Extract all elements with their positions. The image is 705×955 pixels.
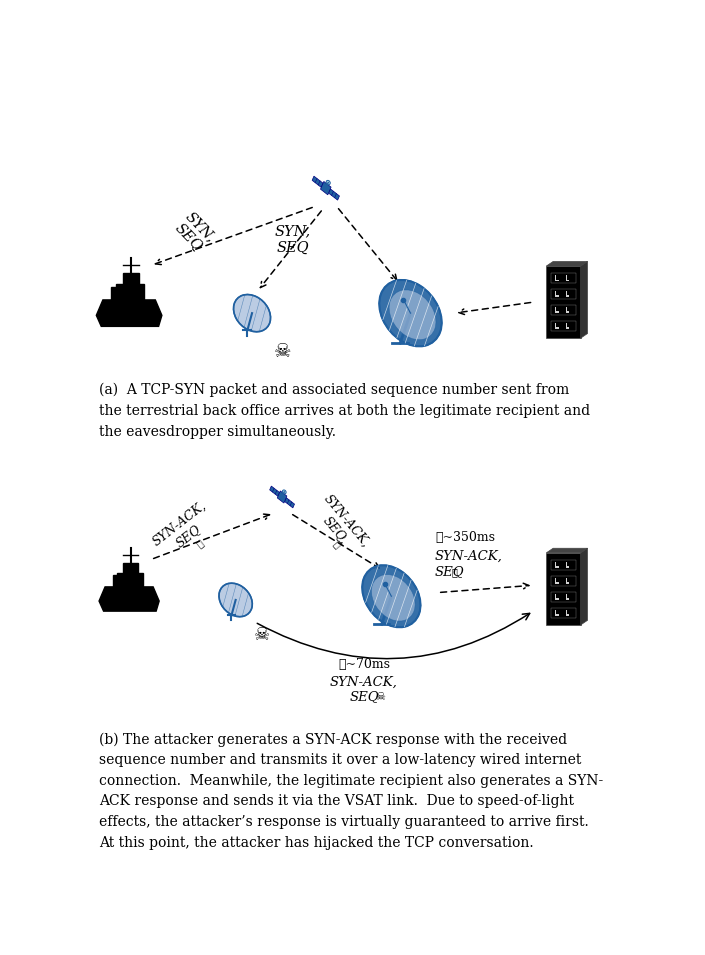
Polygon shape [551,607,577,618]
Polygon shape [556,578,559,584]
Text: (a)  A TCP-SYN packet and associated sequence number sent from
the terrestrial b: (a) A TCP-SYN packet and associated sequ… [99,383,590,438]
Polygon shape [123,273,139,285]
Polygon shape [329,189,339,201]
Text: ☠: ☠ [254,626,270,645]
Polygon shape [556,594,559,600]
Polygon shape [565,594,570,600]
Polygon shape [565,291,570,297]
Text: ⏱~70ms: ⏱~70ms [338,658,390,671]
Polygon shape [123,562,138,573]
Text: ☠: ☠ [376,692,386,702]
Polygon shape [556,275,559,282]
Polygon shape [565,307,570,313]
Polygon shape [565,609,570,616]
Polygon shape [116,285,144,300]
Polygon shape [565,323,570,329]
Ellipse shape [379,280,442,347]
Polygon shape [321,181,331,195]
Polygon shape [581,262,587,338]
Text: SYN-ACK,
SEQ: SYN-ACK, SEQ [150,499,218,561]
Polygon shape [551,305,577,315]
Text: ⛵: ⛵ [452,567,458,577]
Polygon shape [551,321,577,331]
Text: SYN,
SEQ: SYN, SEQ [171,209,218,256]
Text: ⏱~350ms: ⏱~350ms [435,531,495,544]
Text: (b) The attacker generates a SYN-ACK response with the received
sequence number : (b) The attacker generates a SYN-ACK res… [99,732,603,850]
Text: SYN-ACK,: SYN-ACK, [330,676,398,689]
Polygon shape [551,289,577,299]
Ellipse shape [372,575,415,621]
Text: ⛵: ⛵ [331,539,343,549]
Polygon shape [551,273,577,284]
Polygon shape [99,587,159,611]
Polygon shape [546,266,581,338]
Text: ⛵: ⛵ [194,538,205,549]
Polygon shape [312,176,323,187]
Text: SYN,
SEQ: SYN, SEQ [275,224,311,255]
Text: SEQ: SEQ [435,565,465,579]
Ellipse shape [219,584,252,617]
Polygon shape [556,562,559,568]
Ellipse shape [326,180,330,184]
FancyArrowPatch shape [257,613,529,659]
Polygon shape [565,562,570,568]
Text: SYN-ACK,: SYN-ACK, [435,549,503,562]
Text: SEQ: SEQ [349,690,379,704]
Ellipse shape [389,290,436,340]
Polygon shape [556,609,559,616]
Polygon shape [551,576,577,586]
Polygon shape [117,573,142,587]
Polygon shape [556,291,559,297]
Polygon shape [581,548,587,625]
Polygon shape [546,262,587,266]
Polygon shape [565,275,570,282]
Ellipse shape [283,490,286,494]
Polygon shape [556,323,559,329]
Text: ☠: ☠ [274,342,291,361]
Polygon shape [565,578,570,584]
Polygon shape [270,486,280,497]
Polygon shape [551,592,577,602]
Polygon shape [285,498,295,508]
Ellipse shape [362,565,420,627]
Polygon shape [546,548,587,553]
Ellipse shape [233,294,271,331]
Polygon shape [551,560,577,570]
Text: SYN-ACK,
SEQ,: SYN-ACK, SEQ, [309,492,372,560]
Polygon shape [277,491,287,503]
Polygon shape [113,575,118,587]
Polygon shape [97,300,162,327]
Polygon shape [546,553,581,625]
Polygon shape [556,307,559,313]
Polygon shape [111,286,116,300]
